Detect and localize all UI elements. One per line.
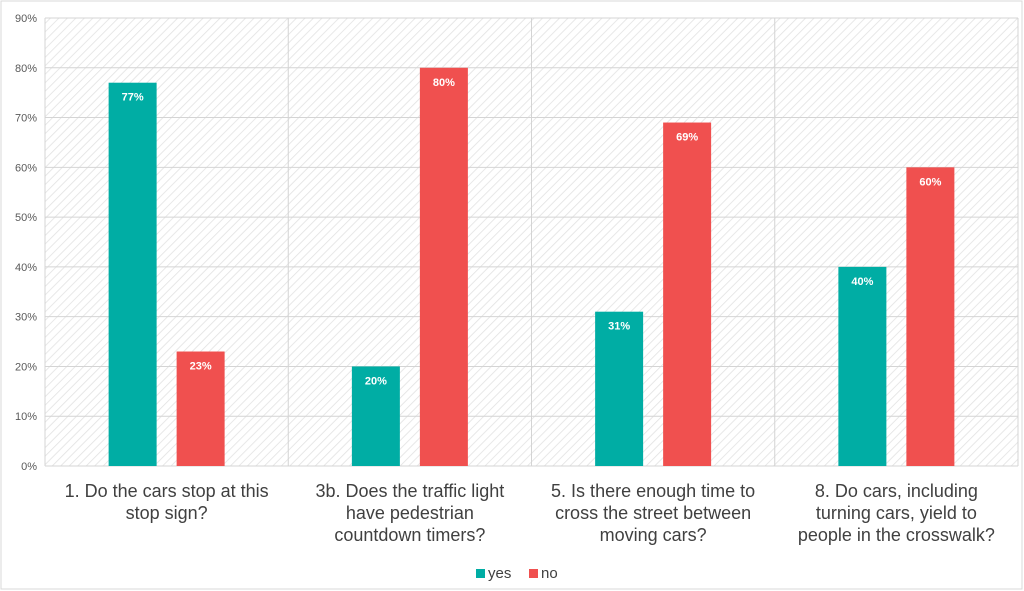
bar-no[interactable] [419, 67, 468, 467]
legend-swatch-no [529, 569, 538, 578]
y-tick-label: 40% [15, 262, 37, 274]
x-category-label-line: turning cars, yield to [816, 503, 977, 523]
legend-label-yes: yes [488, 565, 511, 582]
y-tick-label: 80% [15, 63, 37, 75]
data-label: 69% [676, 132, 698, 144]
x-category-label-line: have pedestrian [346, 503, 474, 523]
legend-swatch-yes [476, 569, 485, 578]
bar-no[interactable] [176, 351, 225, 466]
y-tick-label: 50% [15, 212, 37, 224]
x-category-label-line: countdown timers? [334, 525, 485, 545]
x-category-label: 5. Is there enough time to cross the stre… [551, 481, 755, 545]
bar-yes[interactable] [595, 311, 644, 466]
data-label: 40% [851, 276, 873, 288]
x-category-label-line: moving cars? [600, 525, 707, 545]
bar-yes[interactable] [108, 82, 157, 466]
x-category-label-line: 8. Do cars, including [815, 481, 978, 501]
x-category-label-line: people in the crosswalk? [798, 525, 995, 545]
data-label: 31% [608, 321, 630, 333]
data-label: 80% [433, 77, 455, 89]
y-tick-label: 20% [15, 361, 37, 373]
x-category-label-line: cross the street between [555, 503, 751, 523]
bar-yes[interactable] [838, 266, 887, 466]
y-tick-label: 0% [21, 461, 37, 473]
bar-yes[interactable] [351, 366, 400, 466]
data-label: 20% [365, 375, 387, 387]
x-category-label: 3b. Does the traffic light have pedestria… [315, 481, 504, 545]
x-category-label-line: stop sign? [126, 503, 208, 523]
y-tick-label: 90% [15, 13, 37, 25]
y-tick-label: 10% [15, 411, 37, 423]
bar-no[interactable] [906, 167, 955, 467]
data-label: 60% [919, 176, 941, 188]
x-category-label: 1. Do the cars stop at this stop sign? [65, 481, 269, 523]
y-tick-label: 70% [15, 113, 37, 125]
x-category-label-line: 5. Is there enough time to [551, 481, 755, 501]
legend-label-no: no [541, 565, 558, 582]
data-label: 77% [122, 92, 144, 104]
y-tick-label: 60% [15, 162, 37, 174]
x-category-label-line: 1. Do the cars stop at this [65, 481, 269, 501]
y-tick-label: 30% [15, 312, 37, 324]
data-label: 23% [190, 361, 212, 373]
x-category-label-line: 3b. Does the traffic light [315, 481, 504, 501]
x-category-label: 8. Do cars, including turning cars, yield… [798, 481, 995, 545]
bar-no[interactable] [663, 122, 712, 467]
